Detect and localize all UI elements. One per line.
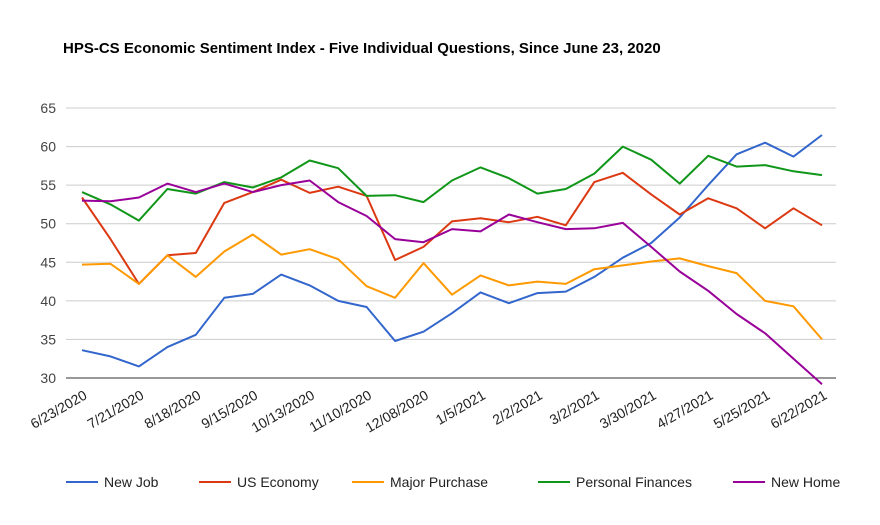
y-tick-label: 55	[40, 177, 56, 193]
legend-label: New Home	[771, 474, 840, 490]
y-tick-label: 50	[40, 216, 56, 232]
x-tick-label: 3/30/2021	[597, 387, 659, 432]
x-tick-label: 7/21/2020	[84, 387, 146, 432]
legend-label: Personal Finances	[576, 474, 692, 490]
y-tick-label: 45	[40, 254, 56, 270]
y-tick-label: 65	[40, 100, 56, 116]
y-tick-label: 30	[40, 370, 56, 386]
series-line-new-home	[81, 179, 823, 385]
chart-title: HPS-CS Economic Sentiment Index - Five I…	[63, 40, 661, 57]
x-tick-label: 10/13/2020	[249, 387, 318, 436]
x-tick-label: 2/2/2021	[490, 387, 545, 428]
x-tick-label: 12/08/2020	[362, 387, 431, 436]
x-tick-label: 4/27/2021	[654, 387, 716, 432]
x-tick-label: 6/23/2020	[28, 387, 90, 432]
legend-label: New Job	[104, 474, 159, 490]
x-tick-label: 11/10/2020	[306, 387, 374, 435]
x-tick-label: 6/22/2021	[768, 387, 830, 432]
x-tick-label: 3/2/2021	[547, 387, 602, 428]
x-tick-label: 5/25/2021	[711, 387, 773, 432]
y-tick-label: 35	[40, 331, 56, 347]
legend-label: Major Purchase	[390, 474, 488, 490]
y-tick-label: 60	[40, 139, 56, 155]
x-tick-label: 8/18/2020	[141, 387, 203, 432]
series-line-personal-finances	[81, 145, 823, 222]
series-line-new-job	[81, 134, 823, 368]
series-line-major-purchase	[81, 233, 823, 341]
legend-label: US Economy	[237, 474, 319, 490]
x-tick-label: 1/5/2021	[433, 387, 488, 428]
y-tick-label: 40	[40, 293, 56, 309]
